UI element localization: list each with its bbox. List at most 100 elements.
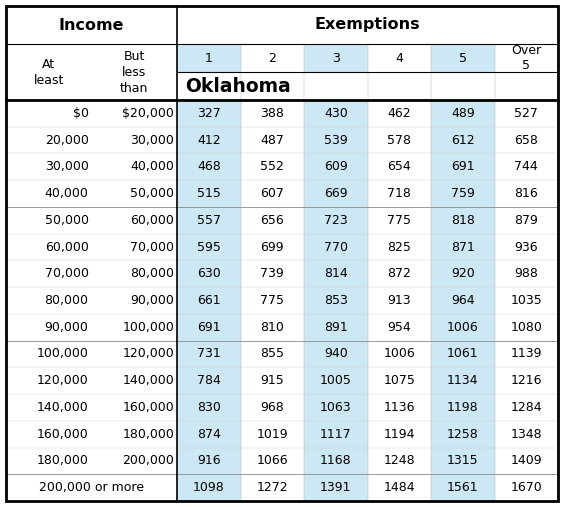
Text: 872: 872: [387, 267, 411, 280]
Text: 595: 595: [197, 240, 221, 254]
Text: 825: 825: [387, 240, 411, 254]
Text: 1: 1: [205, 52, 213, 64]
Text: 1168: 1168: [320, 454, 351, 467]
Text: 739: 739: [261, 267, 284, 280]
Text: 30,000: 30,000: [45, 160, 89, 173]
Text: 30,000: 30,000: [130, 134, 174, 147]
Text: 691: 691: [451, 160, 474, 173]
Text: 1063: 1063: [320, 401, 351, 414]
Text: 1409: 1409: [510, 454, 542, 467]
Text: 552: 552: [261, 160, 284, 173]
Text: 468: 468: [197, 160, 221, 173]
Text: 462: 462: [387, 107, 411, 120]
Text: Oklahoma: Oklahoma: [185, 77, 291, 95]
Text: But
less
than: But less than: [120, 50, 148, 94]
Text: 80,000: 80,000: [130, 267, 174, 280]
Bar: [177, 100, 241, 501]
Text: 40,000: 40,000: [130, 160, 174, 173]
Text: 1136: 1136: [384, 401, 415, 414]
Text: 40,000: 40,000: [45, 187, 89, 200]
Text: 1284: 1284: [510, 401, 542, 414]
Text: 654: 654: [387, 160, 411, 173]
Text: 1019: 1019: [257, 428, 288, 441]
Text: 830: 830: [197, 401, 221, 414]
Text: 818: 818: [451, 214, 475, 227]
Text: 515: 515: [197, 187, 221, 200]
Text: 954: 954: [387, 321, 411, 334]
Text: 1006: 1006: [447, 321, 479, 334]
Text: 669: 669: [324, 187, 347, 200]
Text: 915: 915: [261, 374, 284, 387]
Text: 718: 718: [387, 187, 411, 200]
Text: 744: 744: [514, 160, 538, 173]
Text: 770: 770: [324, 240, 348, 254]
Text: 1134: 1134: [447, 374, 478, 387]
Text: 607: 607: [261, 187, 284, 200]
Text: 810: 810: [261, 321, 284, 334]
Text: 60,000: 60,000: [45, 240, 89, 254]
Text: 1198: 1198: [447, 401, 479, 414]
Text: 656: 656: [261, 214, 284, 227]
Text: 5: 5: [459, 52, 467, 64]
Text: 814: 814: [324, 267, 347, 280]
Text: 20,000: 20,000: [45, 134, 89, 147]
Text: 940: 940: [324, 347, 347, 360]
Text: 2: 2: [268, 52, 276, 64]
Text: Exemptions: Exemptions: [315, 18, 420, 32]
Bar: [177, 44, 241, 72]
Text: 1391: 1391: [320, 481, 351, 494]
Text: 578: 578: [387, 134, 411, 147]
Text: 180,000: 180,000: [37, 454, 89, 467]
Text: 874: 874: [197, 428, 221, 441]
Text: 140,000: 140,000: [37, 401, 89, 414]
Text: 100,000: 100,000: [37, 347, 89, 360]
Text: 723: 723: [324, 214, 347, 227]
Text: 1194: 1194: [384, 428, 415, 441]
Text: 661: 661: [197, 294, 221, 307]
Text: 388: 388: [261, 107, 284, 120]
Text: 988: 988: [514, 267, 538, 280]
Text: 4: 4: [395, 52, 403, 64]
Text: 430: 430: [324, 107, 347, 120]
Text: 784: 784: [197, 374, 221, 387]
Text: 180,000: 180,000: [122, 428, 174, 441]
Text: $20,000: $20,000: [122, 107, 174, 120]
Text: $0: $0: [73, 107, 89, 120]
Text: 489: 489: [451, 107, 475, 120]
Text: 327: 327: [197, 107, 221, 120]
Text: 871: 871: [451, 240, 475, 254]
Text: 140,000: 140,000: [122, 374, 174, 387]
Text: 936: 936: [514, 240, 538, 254]
Text: 3: 3: [332, 52, 340, 64]
Text: 1139: 1139: [510, 347, 542, 360]
Text: 1272: 1272: [257, 481, 288, 494]
Bar: [431, 44, 495, 72]
Text: 1216: 1216: [510, 374, 542, 387]
Text: 1117: 1117: [320, 428, 351, 441]
Text: 1670: 1670: [510, 481, 542, 494]
Text: 759: 759: [451, 187, 475, 200]
Text: 853: 853: [324, 294, 348, 307]
Text: 855: 855: [261, 347, 284, 360]
Text: Income: Income: [59, 18, 124, 32]
Text: 699: 699: [261, 240, 284, 254]
Text: 630: 630: [197, 267, 221, 280]
Text: 916: 916: [197, 454, 221, 467]
Text: 412: 412: [197, 134, 221, 147]
Text: 1484: 1484: [384, 481, 415, 494]
Text: 70,000: 70,000: [130, 240, 174, 254]
Text: 1080: 1080: [510, 321, 542, 334]
Text: 920: 920: [451, 267, 475, 280]
Text: 1035: 1035: [510, 294, 542, 307]
Bar: [304, 44, 368, 72]
Text: 891: 891: [324, 321, 347, 334]
Text: 50,000: 50,000: [45, 214, 89, 227]
Text: 1066: 1066: [257, 454, 288, 467]
Text: 964: 964: [451, 294, 474, 307]
Text: 1075: 1075: [384, 374, 415, 387]
Text: 487: 487: [261, 134, 284, 147]
Text: 775: 775: [261, 294, 284, 307]
Text: 160,000: 160,000: [122, 401, 174, 414]
Text: 539: 539: [324, 134, 347, 147]
Text: 200,000 or more: 200,000 or more: [39, 481, 144, 494]
